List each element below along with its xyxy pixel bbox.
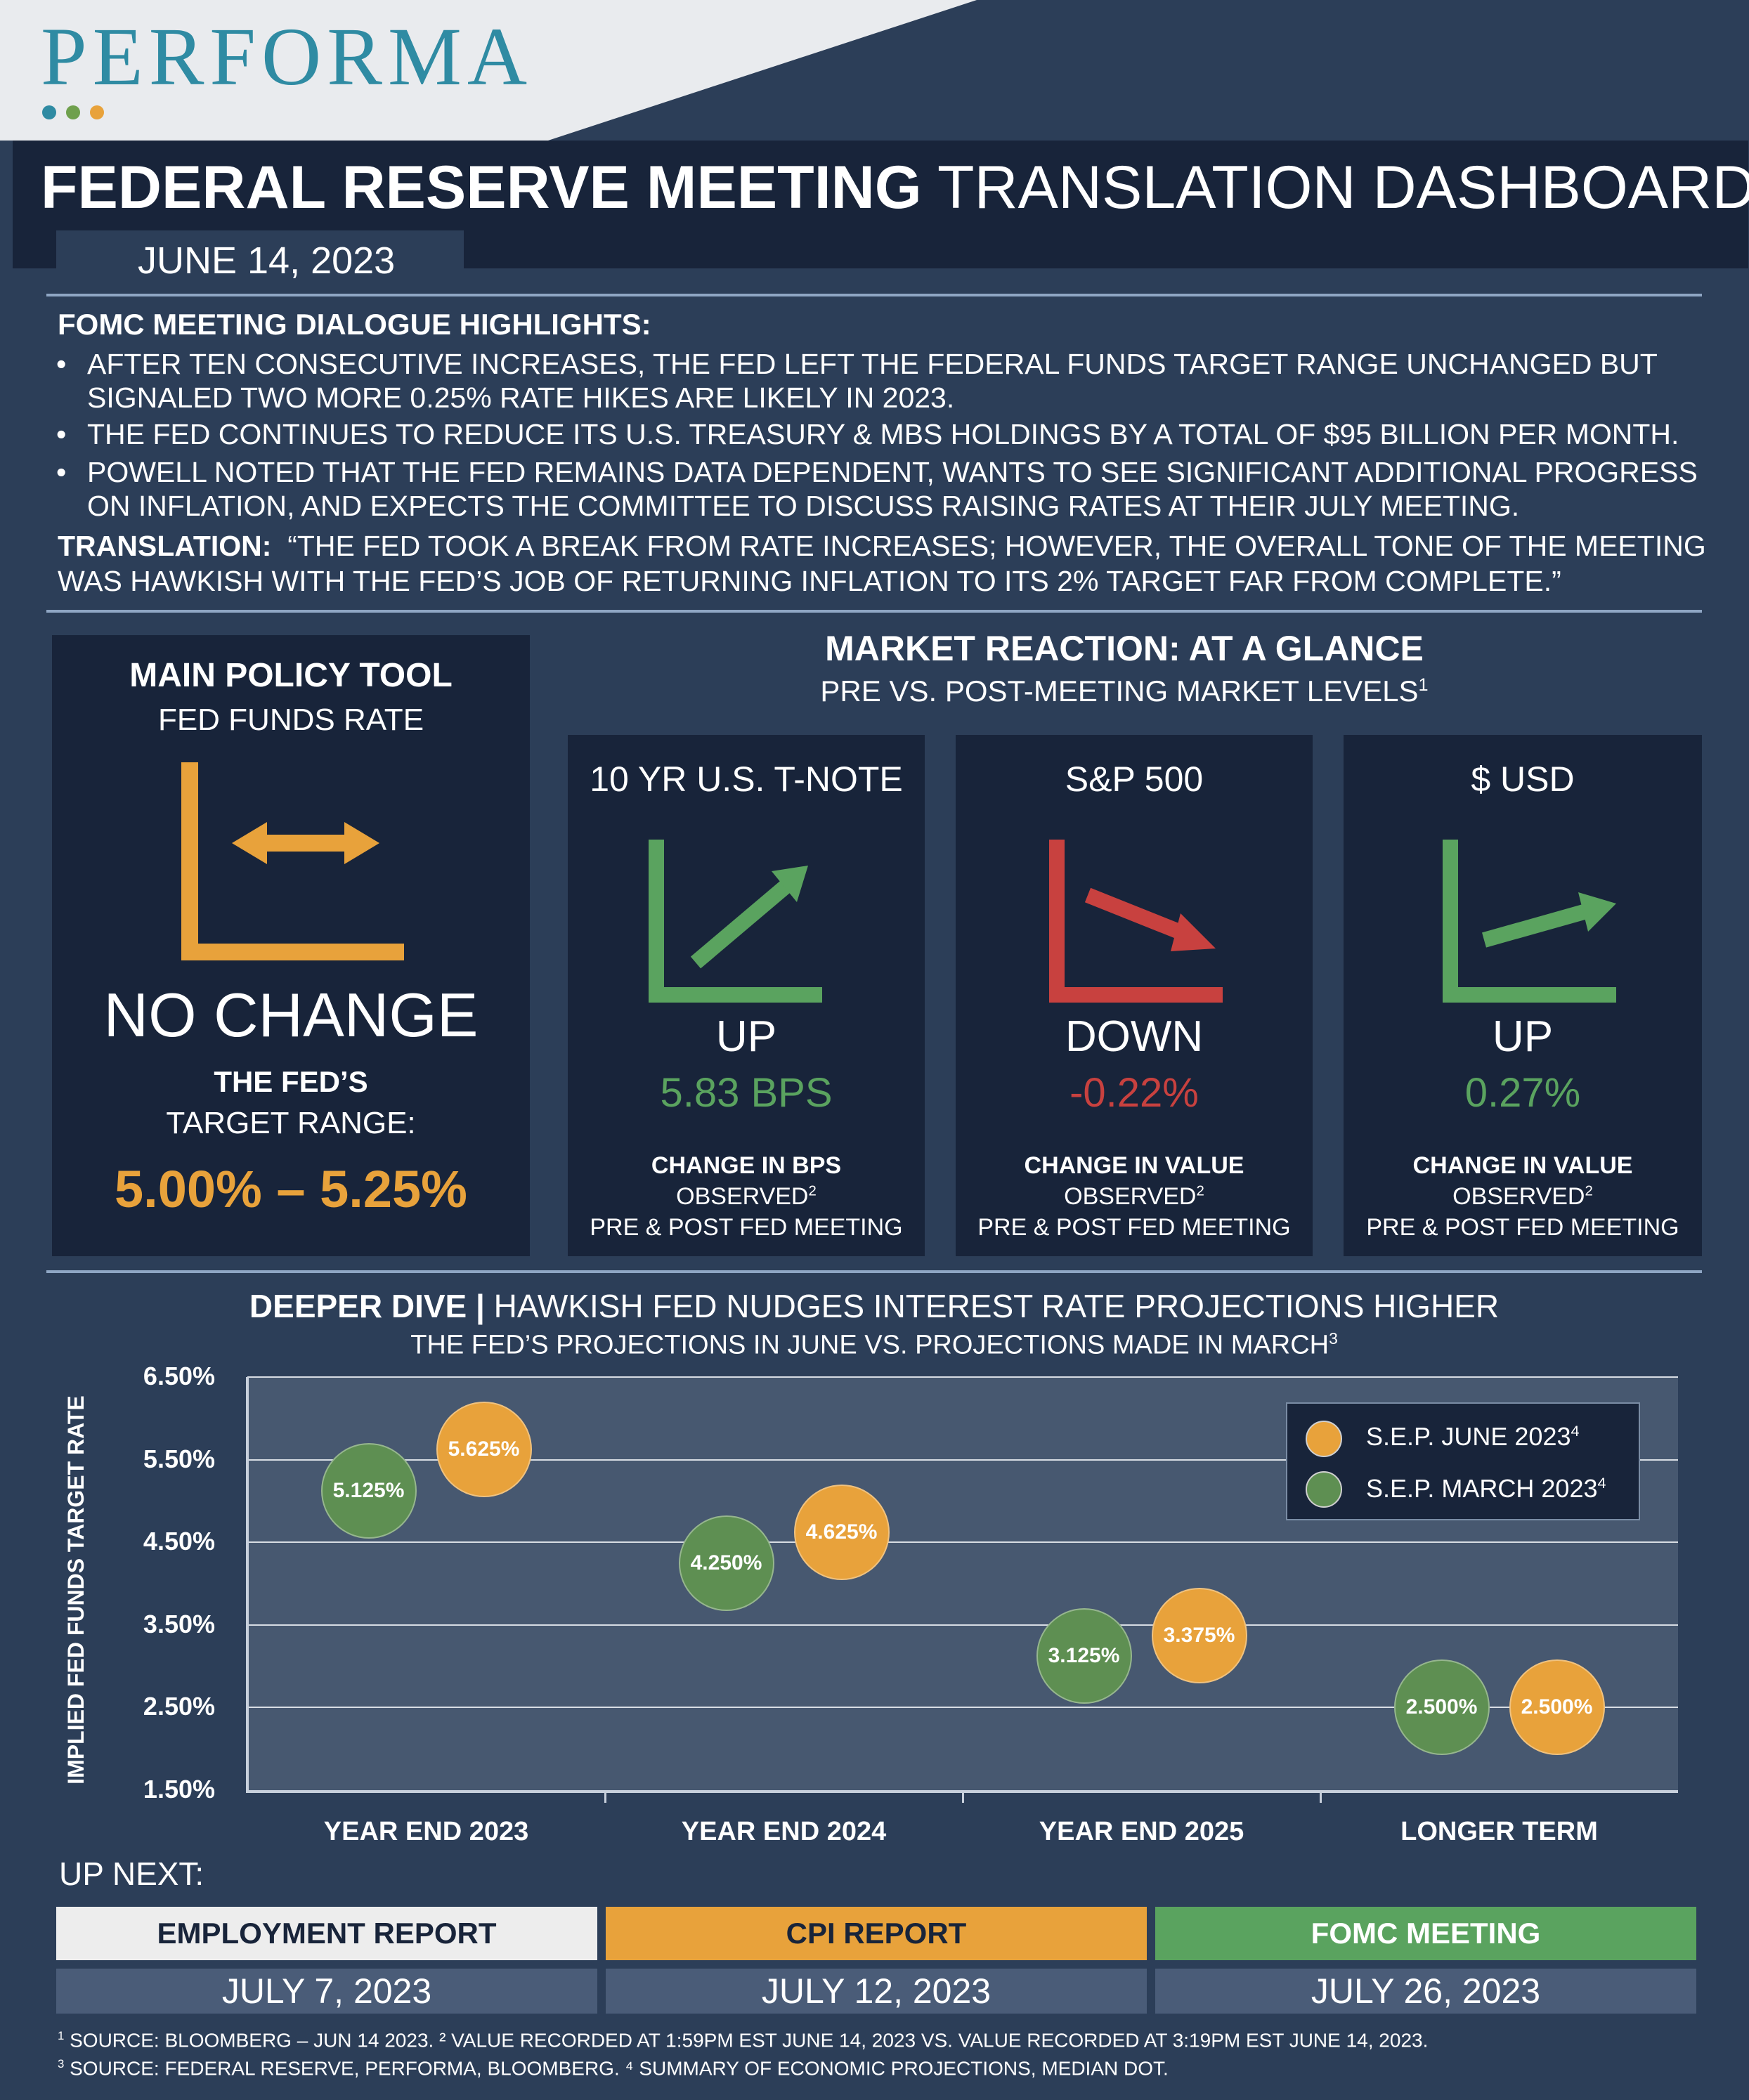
next-date-employment: JULY 7, 2023 (56, 1969, 597, 2014)
divider (46, 1270, 1702, 1273)
next-event-fomc: FOMC MEETING (1155, 1907, 1696, 1960)
market-subtitle: PRE VS. POST-MEETING MARKET LEVELS1 (820, 674, 1429, 707)
card-value: 5.83 BPS (660, 1070, 833, 1116)
card-observed: OBSERVED2 (1452, 1183, 1593, 1210)
divider (46, 294, 1702, 296)
y-tick-label: 6.50% (143, 1362, 215, 1390)
card-observed: OBSERVED2 (676, 1183, 817, 1210)
title-thin: TRANSLATION DASHBOARD (937, 154, 1749, 221)
legend-label-march: S.E.P. MARCH 20234 (1366, 1474, 1606, 1503)
logo-dot-blue (42, 105, 56, 119)
card-metric: CHANGE IN VALUE (1412, 1152, 1633, 1179)
title-bold: FEDERAL RESERVE MEETING (41, 154, 922, 221)
range-label: TARGET RANGE: (166, 1106, 416, 1140)
y-axis-label: IMPLIED FED FUNDS TARGET RATE (63, 1395, 89, 1785)
card-name: $ USD (1471, 759, 1575, 799)
logo-dot-green (66, 105, 80, 119)
trend-down-icon (1049, 840, 1223, 1003)
grid-line (247, 1624, 1678, 1626)
card-observed: OBSERVED2 (1064, 1183, 1204, 1210)
target-range-value: 5.00% – 5.25% (115, 1160, 467, 1218)
card-direction: UP (715, 1012, 777, 1061)
y-tick-label: 3.50% (143, 1609, 215, 1638)
card-window: PRE & POST FED MEETING (977, 1214, 1291, 1241)
divider (46, 610, 1702, 613)
performa-logo: PERFORMA (41, 11, 533, 103)
meeting-date: JUNE 14, 2023 (138, 240, 396, 282)
grid-line (247, 1707, 1678, 1709)
footnote-1: 1 SOURCE: BLOOMBERG – JUN 14 2023. ² VAL… (58, 2029, 1429, 2052)
legend-swatch-march (1306, 1471, 1342, 1508)
chart-legend: S.E.P. JUNE 20234 S.E.P. MARCH 20234 (1286, 1402, 1640, 1520)
next-date-cpi: JULY 12, 2023 (606, 1969, 1147, 2014)
data-point-bubble: 2.500% (1393, 1659, 1490, 1756)
legend-swatch-june (1306, 1421, 1342, 1457)
grid-line (247, 1541, 1678, 1544)
card-name: 10 YR U.S. T-NOTE (590, 759, 903, 799)
legend-label-june: S.E.P. JUNE 20234 (1366, 1422, 1580, 1451)
deeper-subtitle: THE FED’S PROJECTIONS IN JUNE VS. PROJEC… (410, 1329, 1338, 1360)
range-label-bold: THE FED’S (214, 1065, 368, 1098)
policy-status: NO CHANGE (103, 980, 479, 1050)
data-point-bubble: 4.250% (678, 1515, 774, 1611)
card-metric: CHANGE IN VALUE (1024, 1152, 1244, 1179)
x-category-label: YEAR END 2025 (1039, 1817, 1244, 1846)
translation-text: TRANSLATION: “THE FED TOOK A BREAK FROM … (58, 530, 1706, 597)
grid-line (247, 1376, 1678, 1378)
x-tick (1320, 1790, 1322, 1803)
header-background (0, 0, 977, 141)
x-tick (962, 1790, 964, 1803)
data-point-bubble: 2.500% (1509, 1659, 1605, 1756)
card-direction: UP (1492, 1012, 1554, 1061)
data-point-bubble: 3.375% (1151, 1587, 1247, 1683)
card-value: 0.27% (1464, 1070, 1581, 1116)
grid-line (247, 1459, 1678, 1461)
policy-title: MAIN POLICY TOOL (129, 657, 453, 694)
data-point-bubble: 3.125% (1036, 1607, 1132, 1704)
trend-slight-up-icon (1443, 840, 1616, 1003)
y-tick-label: 4.50% (143, 1527, 215, 1556)
logo-dot-orange (90, 105, 104, 119)
market-title: MARKET REACTION: AT A GLANCE (825, 629, 1424, 668)
y-axis-line (246, 1377, 249, 1793)
data-point-bubble: 5.125% (320, 1442, 417, 1539)
next-date-fomc: JULY 26, 2023 (1155, 1969, 1696, 2014)
x-category-label: LONGER TERM (1400, 1817, 1598, 1846)
card-direction: DOWN (1065, 1012, 1204, 1061)
deeper-title: DEEPER DIVE | HAWKISH FED NUDGES INTERES… (249, 1288, 1500, 1324)
x-category-label: YEAR END 2023 (323, 1817, 529, 1846)
page-title: FEDERAL RESERVE MEETING TRANSLATION DASH… (41, 149, 1749, 226)
footnote-2: 3 SOURCE: FEDERAL RESERVE, PERFORMA, BLO… (58, 2057, 1169, 2080)
card-window: PRE & POST FED MEETING (590, 1214, 903, 1241)
x-category-label: YEAR END 2024 (681, 1817, 887, 1846)
date-tab (56, 230, 464, 292)
y-tick-label: 5.50% (143, 1444, 215, 1473)
highlights-heading: FOMC MEETING DIALOGUE HIGHLIGHTS: (58, 308, 651, 341)
next-event-cpi: CPI REPORT (606, 1907, 1147, 1960)
card-metric: CHANGE IN BPS (651, 1152, 842, 1179)
y-tick-label: 2.50% (143, 1692, 215, 1721)
x-tick (604, 1790, 606, 1803)
next-event-employment: EMPLOYMENT REPORT (56, 1907, 597, 1960)
card-window: PRE & POST FED MEETING (1366, 1214, 1679, 1241)
card-value: -0.22% (1069, 1070, 1199, 1116)
no-change-arrow-icon (181, 762, 404, 960)
trend-up-icon (649, 840, 822, 1003)
data-point-bubble: 4.625% (793, 1484, 890, 1580)
data-point-bubble: 5.625% (436, 1401, 532, 1497)
y-tick-label: 1.50% (143, 1775, 215, 1804)
card-name: S&P 500 (1065, 759, 1204, 799)
up-next-label: UP NEXT: (59, 1856, 204, 1892)
policy-subtitle: FED FUNDS RATE (157, 703, 424, 737)
